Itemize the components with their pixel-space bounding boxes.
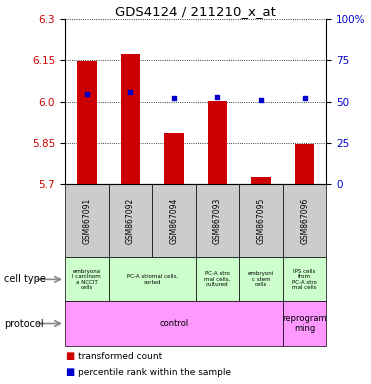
Point [171, 95, 177, 101]
Text: GSM867096: GSM867096 [300, 198, 309, 244]
Bar [208, 101, 227, 184]
Text: IPS cells
from
PC-A stro
mal cells: IPS cells from PC-A stro mal cells [292, 269, 317, 290]
Text: percentile rank within the sample: percentile rank within the sample [78, 368, 231, 377]
Bar [196, 184, 239, 257]
Text: GSM867095: GSM867095 [257, 198, 266, 244]
Bar [152, 184, 196, 257]
Bar [109, 257, 196, 301]
Bar [251, 177, 271, 184]
Bar [164, 132, 184, 184]
Bar [196, 257, 239, 301]
Text: ■: ■ [65, 351, 74, 361]
Text: ■: ■ [65, 367, 74, 377]
Bar [65, 257, 109, 301]
Bar [239, 184, 283, 257]
Bar [239, 257, 283, 301]
Bar [121, 55, 140, 184]
Bar [109, 184, 152, 257]
Text: embryona
l carcinom
a NCCIT
cells: embryona l carcinom a NCCIT cells [72, 269, 101, 290]
Text: GSM867093: GSM867093 [213, 198, 222, 244]
Bar [77, 61, 96, 184]
Bar [295, 144, 315, 184]
Text: protocol: protocol [4, 318, 43, 329]
Point [84, 90, 90, 96]
Point [258, 97, 264, 103]
Point [127, 89, 133, 95]
Bar [283, 184, 326, 257]
Text: embryoni
c stem
cells: embryoni c stem cells [248, 271, 274, 287]
Point [214, 94, 220, 100]
Text: GSM867091: GSM867091 [82, 198, 91, 244]
Text: cell type: cell type [4, 274, 46, 285]
Bar [283, 257, 326, 301]
Text: PC-A stromal cells,
sorted: PC-A stromal cells, sorted [127, 274, 178, 285]
Text: reprogram
ming: reprogram ming [282, 314, 327, 333]
Text: GSM867094: GSM867094 [170, 198, 178, 244]
Text: GSM867092: GSM867092 [126, 198, 135, 244]
Text: transformed count: transformed count [78, 352, 162, 361]
Point [302, 95, 308, 101]
Bar [283, 301, 326, 346]
Bar [65, 301, 283, 346]
Text: PC-A stro
mal cells,
cultured: PC-A stro mal cells, cultured [204, 271, 231, 287]
Text: control: control [159, 319, 188, 328]
Bar [65, 184, 109, 257]
Title: GDS4124 / 211210_x_at: GDS4124 / 211210_x_at [115, 5, 276, 18]
